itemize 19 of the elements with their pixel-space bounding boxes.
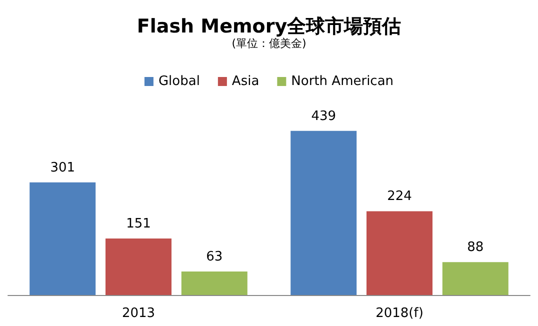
chart-title: Flash Memory全球市場預估 <box>136 16 402 38</box>
x-tick-label: 2013 <box>122 306 156 321</box>
data-label: 301 <box>50 160 76 176</box>
legend-label: Global <box>158 74 200 89</box>
bar <box>366 211 432 295</box>
data-label: 63 <box>206 249 223 264</box>
data-label: 439 <box>311 108 336 124</box>
bar <box>106 238 172 295</box>
bar <box>290 130 357 295</box>
chart-subtitle: (單位：億美金) <box>232 37 306 50</box>
bar <box>30 182 96 295</box>
data-label: 88 <box>467 240 484 256</box>
x-tick-label: 2018(f) <box>376 306 424 321</box>
legend-label: North American <box>291 74 394 89</box>
data-label: 224 <box>387 189 412 204</box>
data-label: 151 <box>126 216 151 232</box>
legend-label: Asia <box>232 74 260 89</box>
bar <box>442 262 508 295</box>
bar <box>181 271 248 295</box>
